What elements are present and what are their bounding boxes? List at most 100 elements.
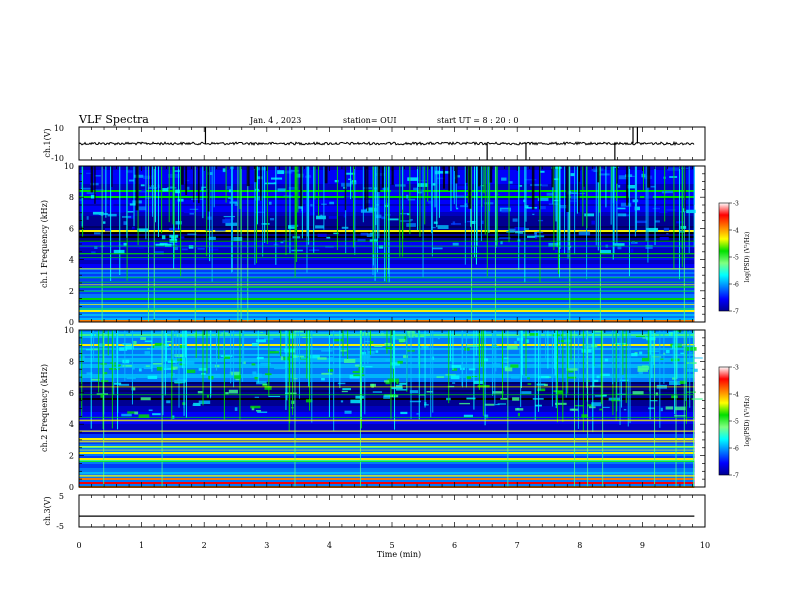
spec-streak	[615, 166, 617, 202]
spec-streak	[254, 166, 256, 265]
spec-tone	[79, 461, 695, 463]
spec-patch	[152, 362, 162, 365]
spec-band	[79, 282, 695, 284]
spec-patch	[377, 249, 389, 253]
spec-patch	[450, 375, 460, 380]
spec-streak	[483, 166, 485, 194]
x-tick-label: 3	[264, 541, 269, 550]
spec-streak	[539, 166, 541, 283]
spec-streak	[333, 330, 335, 432]
spec-patch	[451, 365, 462, 368]
spec-patch	[395, 184, 406, 187]
spec-streak	[161, 166, 163, 234]
spec-patch	[383, 395, 391, 399]
spec-streak-full	[683, 330, 685, 487]
spec-patch	[185, 179, 190, 182]
spec-patch	[515, 408, 524, 411]
spec-patch	[284, 392, 297, 394]
spec-patch	[191, 198, 203, 200]
spec-streak	[402, 166, 404, 210]
spec-streak	[629, 330, 631, 424]
spec-patch	[417, 180, 427, 182]
spec-streak	[117, 330, 119, 430]
spec-streak	[636, 166, 638, 232]
spec-patch	[686, 209, 696, 214]
spec-patch	[207, 172, 213, 176]
spec-streak	[495, 330, 497, 372]
spec-patch	[397, 360, 403, 364]
spec-patch	[128, 179, 134, 182]
spec-streak	[386, 330, 388, 354]
spec-streak	[482, 330, 484, 416]
spec-patch	[174, 170, 180, 172]
spec-streak-full	[587, 330, 589, 487]
spec-patch	[492, 363, 501, 368]
ch2-colorbar-tick-label: -4	[733, 392, 739, 399]
spec-patch	[463, 335, 474, 339]
spec-patch	[98, 343, 105, 348]
spec-patch	[147, 375, 158, 380]
spec-streak	[496, 166, 498, 246]
spec-patch	[255, 409, 262, 412]
spec-patch	[189, 208, 199, 210]
spec-patch	[436, 177, 445, 180]
spec-patch	[295, 208, 306, 213]
spec-band	[79, 480, 695, 482]
spec-streak	[551, 330, 553, 407]
spec-patch	[360, 209, 373, 213]
spec-band	[79, 450, 695, 452]
spec-streak	[475, 166, 477, 265]
spec-streak	[81, 330, 83, 417]
spec-dark-streak	[181, 166, 184, 185]
spec-patch	[137, 206, 147, 211]
spec-streak	[350, 166, 352, 200]
spec-band	[79, 318, 695, 320]
spec-streak	[145, 166, 147, 240]
spec-streak-full	[359, 330, 361, 487]
spec-patch	[456, 207, 459, 210]
spec-band	[79, 320, 695, 322]
spec-streak	[567, 330, 569, 394]
spec-streak	[223, 330, 225, 359]
spec-streak-full	[602, 330, 604, 487]
spec-streak	[593, 330, 595, 388]
spec-streak	[438, 166, 440, 218]
spec-streak	[627, 330, 629, 427]
spec-patch	[433, 221, 438, 224]
spec-streak	[448, 330, 450, 404]
spec-patch	[682, 345, 695, 347]
ch2-spec-ylabel-channel: ch.2 Frequency (kHz)	[40, 364, 49, 452]
spec-streak	[431, 166, 433, 257]
spec-patch	[96, 393, 109, 396]
spec-streak	[592, 330, 594, 433]
spec-patch	[504, 367, 513, 372]
spec-band	[79, 294, 695, 296]
spec-streak	[654, 166, 656, 205]
spec-streak	[171, 330, 173, 360]
spec-patch	[309, 355, 320, 359]
spec-patch	[481, 220, 484, 225]
spec-patch	[361, 366, 373, 368]
spec-patch	[274, 367, 286, 370]
spec-dark-streak	[364, 166, 367, 209]
spec-patch	[277, 170, 284, 175]
spec-patch	[399, 212, 408, 215]
start-time-label: start UT = 8 : 20 : 0	[437, 116, 518, 125]
spec-patch	[326, 236, 331, 239]
spec-patch	[437, 337, 440, 340]
spec-patch	[171, 167, 183, 169]
spec-patch	[663, 227, 670, 232]
spec-streak	[230, 330, 232, 384]
spec-patch	[125, 198, 132, 200]
spec-tone	[79, 245, 695, 247]
spec-tone	[79, 240, 695, 242]
ch1-colorbar-tick-label: -4	[733, 228, 739, 235]
spec-streak-full	[237, 166, 239, 322]
spec-streak	[476, 166, 478, 247]
spec-streak	[555, 166, 557, 222]
spec-patch	[690, 352, 693, 354]
spec-streak	[308, 330, 310, 387]
spec-streak	[384, 166, 386, 282]
spec-patch	[367, 350, 375, 354]
spec-patch	[384, 380, 390, 383]
